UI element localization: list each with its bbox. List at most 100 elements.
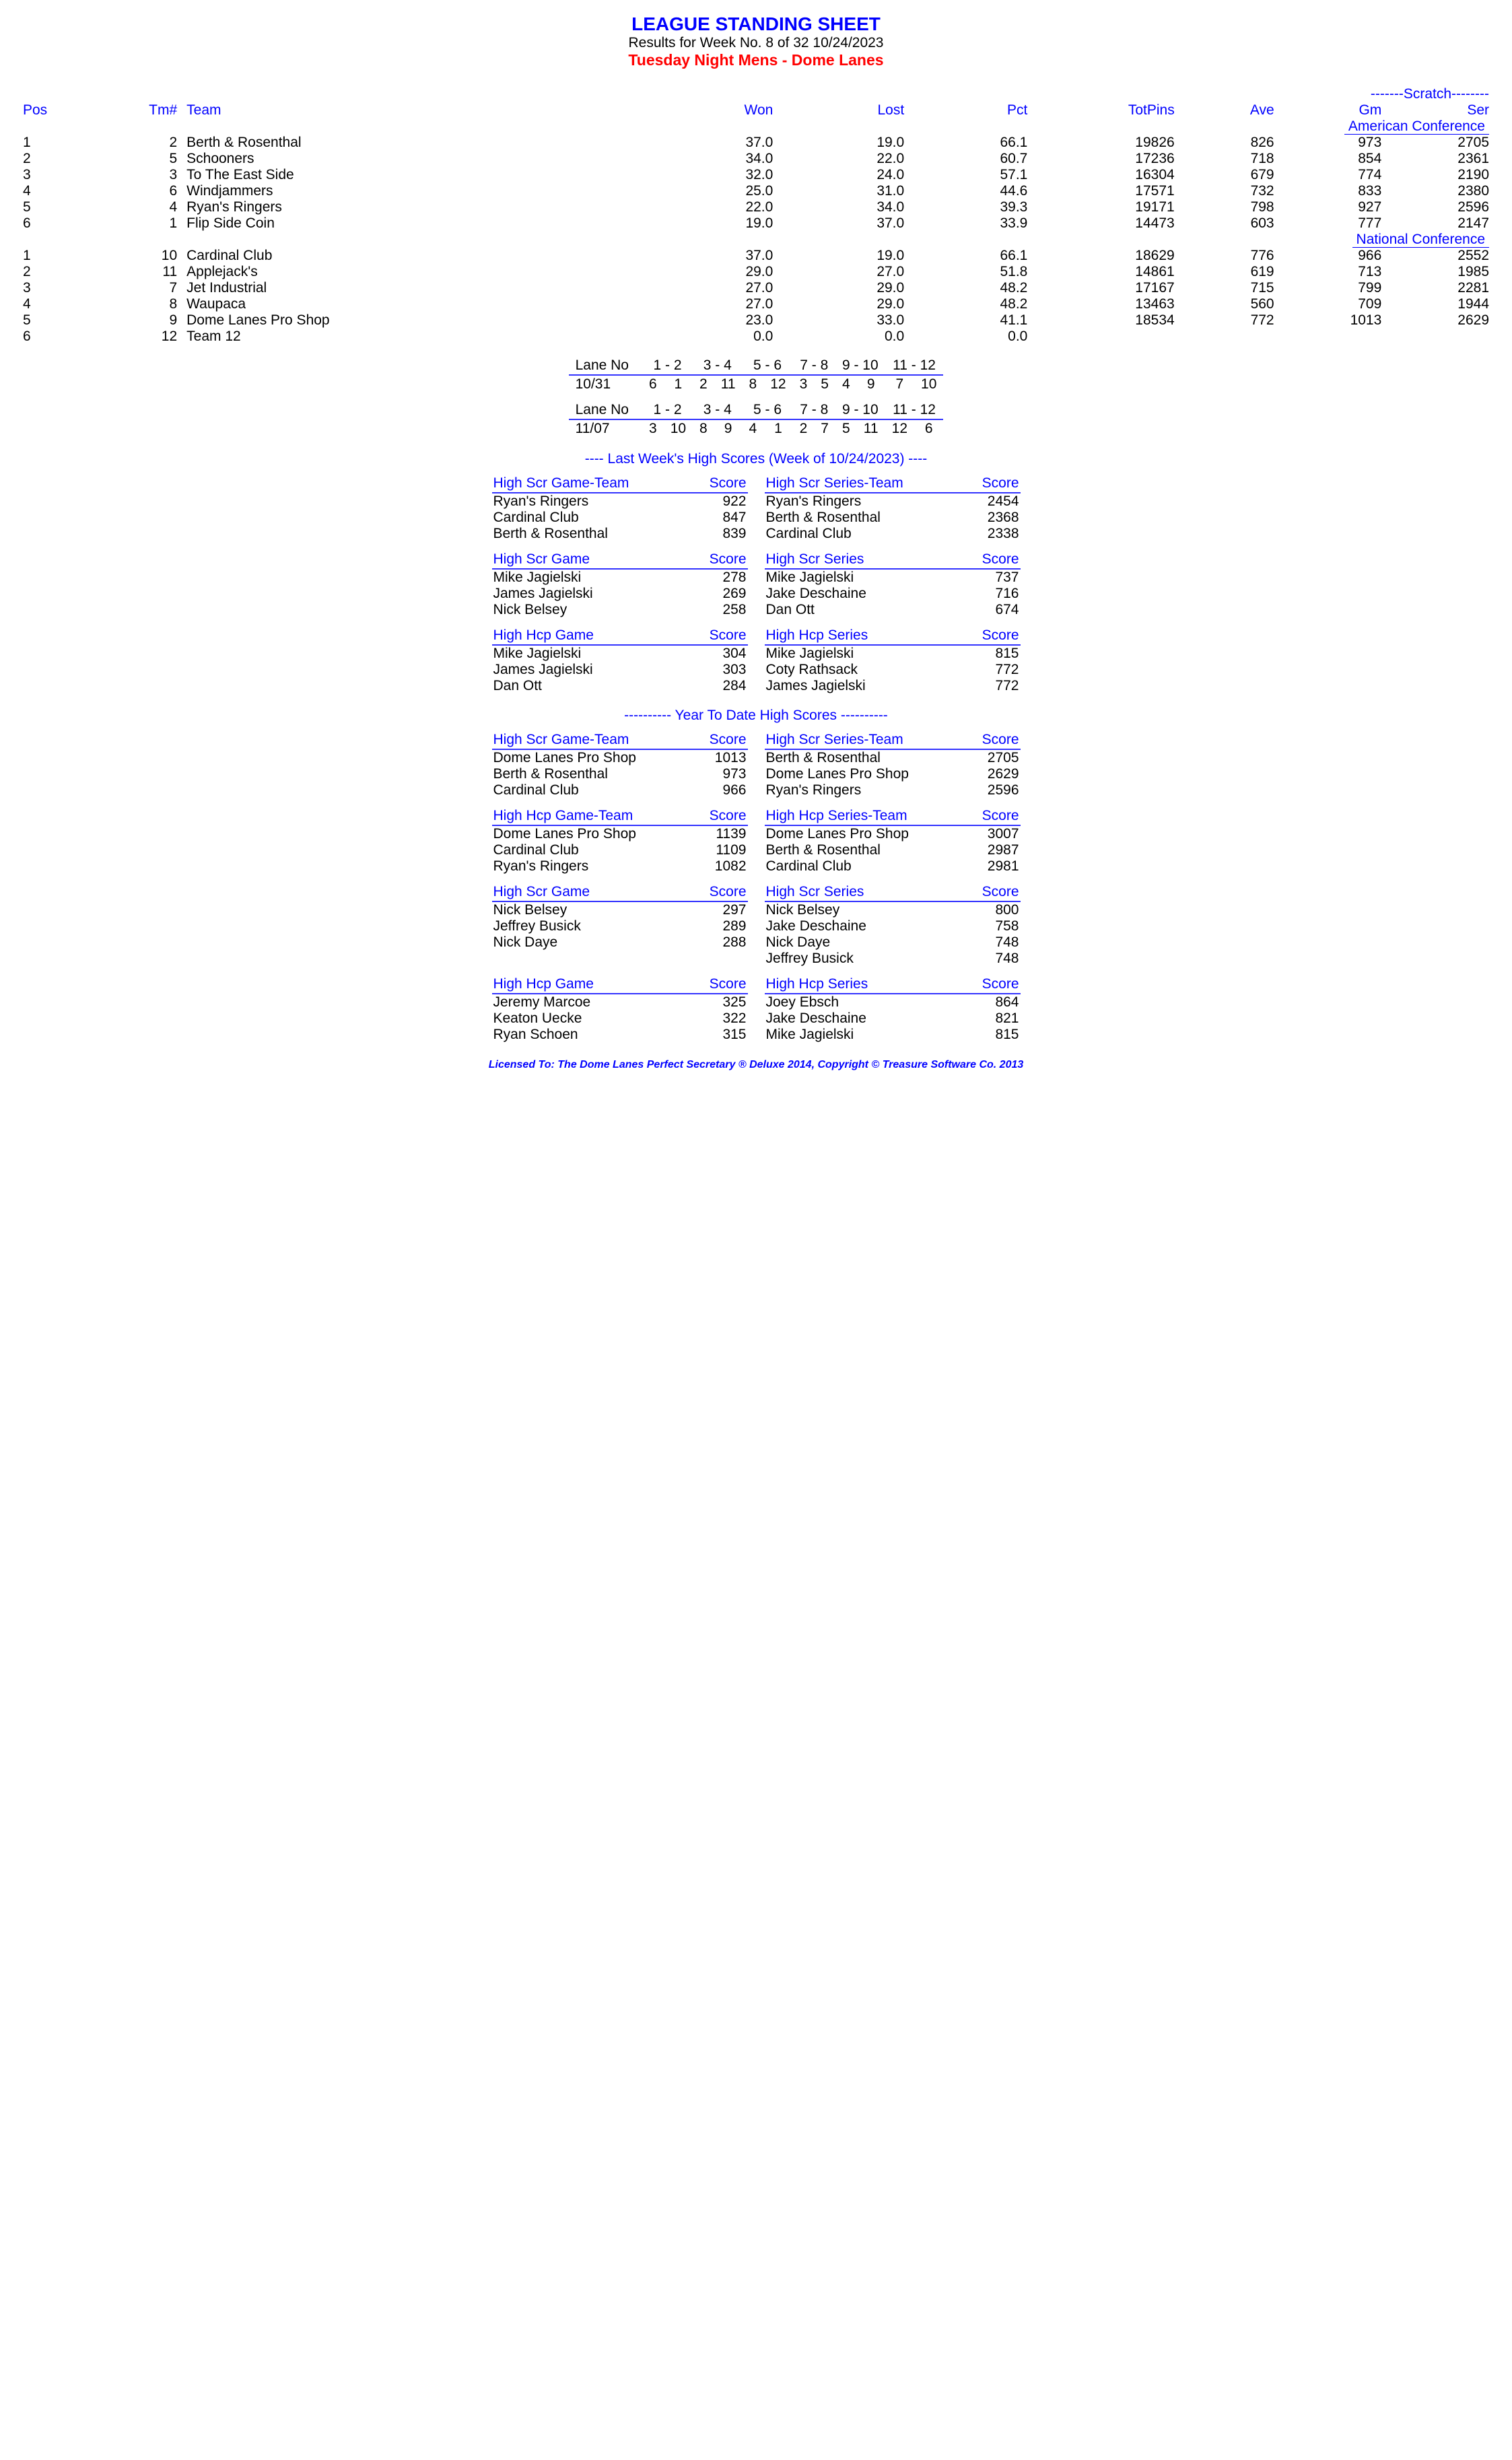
col-ser: Ser bbox=[1384, 102, 1492, 118]
footer-text: Licensed To: The Dome Lanes Perfect Secr… bbox=[20, 1059, 1492, 1071]
hs-score: 288 bbox=[675, 934, 747, 951]
col-gm: Gm bbox=[1277, 102, 1385, 118]
cell-ser: 2147 bbox=[1384, 215, 1492, 232]
cell-lost: 29.0 bbox=[776, 280, 907, 296]
hs-score: 815 bbox=[950, 645, 1020, 662]
hs-header: High Hcp Game bbox=[492, 627, 677, 645]
hs-name: Cardinal Club bbox=[492, 510, 691, 526]
hs-score-header: Score bbox=[949, 551, 1020, 569]
hs-name: Dome Lanes Pro Shop bbox=[492, 825, 693, 842]
cell-won: 37.0 bbox=[644, 135, 776, 151]
hs-row: Jeffrey Busick289 bbox=[492, 918, 748, 934]
lane-label: Lane No bbox=[569, 401, 642, 419]
hs-score: 322 bbox=[677, 1011, 747, 1027]
cell-pct: 44.6 bbox=[907, 183, 1030, 199]
hs-name: Mike Jagielski bbox=[765, 645, 951, 662]
cell-team: Jet Industrial bbox=[180, 280, 644, 296]
high-score-block: High Scr GameScoreNick Belsey297Jeffrey … bbox=[20, 884, 1492, 967]
lane-team: 6 bbox=[914, 419, 943, 438]
lane-pair: 1 - 2 bbox=[642, 401, 693, 419]
league-name: Tuesday Night Mens - Dome Lanes bbox=[20, 51, 1492, 69]
hs-score-header: Score bbox=[964, 475, 1021, 493]
cell-ser: 2596 bbox=[1384, 199, 1492, 215]
high-score-column: High Scr Series-TeamScoreBerth & Rosenth… bbox=[765, 732, 1021, 798]
standings-row: 59Dome Lanes Pro Shop23.033.041.11853477… bbox=[20, 312, 1492, 329]
lane-team: 5 bbox=[835, 419, 857, 438]
standings-row: 612Team 120.00.00.0 bbox=[20, 329, 1492, 345]
hs-score: 3007 bbox=[965, 825, 1020, 842]
hs-name: Mike Jagielski bbox=[492, 645, 677, 662]
standings-header-row: Pos Tm# Team Won Lost Pct TotPins Ave Gm… bbox=[20, 102, 1492, 118]
cell-tm: 3 bbox=[96, 167, 180, 183]
hs-row: Nick Daye748 bbox=[765, 934, 1021, 951]
lane-team: 2 bbox=[793, 419, 815, 438]
cell-ave: 826 bbox=[1177, 135, 1277, 151]
lane-pair: 7 - 8 bbox=[793, 401, 835, 419]
cell-pct: 48.2 bbox=[907, 296, 1030, 312]
cell-pos: 5 bbox=[20, 312, 96, 329]
schedule-lane-row: Lane No1 - 23 - 45 - 67 - 89 - 1011 - 12 bbox=[569, 401, 944, 419]
hs-row: Jake Deschaine758 bbox=[765, 918, 1021, 934]
cell-won: 27.0 bbox=[644, 280, 776, 296]
hs-row: Coty Rathsack772 bbox=[765, 662, 1021, 678]
hs-row: James Jagielski303 bbox=[492, 662, 748, 678]
col-tm: Tm# bbox=[96, 102, 180, 118]
hs-row: Berth & Rosenthal2987 bbox=[765, 842, 1021, 858]
hs-name: Jeremy Marcoe bbox=[492, 994, 677, 1011]
hs-name: Nick Belsey bbox=[492, 901, 675, 918]
high-score-column: High Hcp SeriesScoreJoey Ebsch864Jake De… bbox=[765, 976, 1021, 1043]
cell-tm: 7 bbox=[96, 280, 180, 296]
hs-name: Jeffrey Busick bbox=[492, 918, 675, 934]
cell-lost: 24.0 bbox=[776, 167, 907, 183]
high-score-column: High Hcp GameScoreJeremy Marcoe325Keaton… bbox=[492, 976, 748, 1043]
cell-gm: 833 bbox=[1277, 183, 1385, 199]
hs-name: Nick Daye bbox=[765, 934, 950, 951]
hs-row: James Jagielski269 bbox=[492, 586, 748, 602]
lane-pair: 7 - 8 bbox=[793, 357, 835, 375]
hs-name: Mike Jagielski bbox=[765, 569, 950, 586]
schedule-date: 10/31 bbox=[569, 375, 642, 393]
hs-row: Ryan's Ringers1082 bbox=[492, 858, 748, 875]
standings-row: 211Applejack's29.027.051.814861619713198… bbox=[20, 264, 1492, 280]
standings-table: -------Scratch-------- Pos Tm# Team Won … bbox=[20, 86, 1492, 345]
hs-score: 2987 bbox=[965, 842, 1020, 858]
lane-label: Lane No bbox=[569, 357, 642, 375]
cell-ave: 603 bbox=[1177, 215, 1277, 232]
hs-row: Dan Ott284 bbox=[492, 678, 748, 694]
cell-lost: 37.0 bbox=[776, 215, 907, 232]
hs-score: 325 bbox=[677, 994, 747, 1011]
hs-row: Joey Ebsch864 bbox=[765, 994, 1021, 1011]
cell-won: 19.0 bbox=[644, 215, 776, 232]
hs-score-header: Score bbox=[949, 884, 1020, 901]
hs-name: Nick Belsey bbox=[492, 602, 677, 618]
hs-name: Jake Deschaine bbox=[765, 918, 950, 934]
cell-team: Schooners bbox=[180, 151, 644, 167]
hs-header: High Scr Series bbox=[765, 884, 950, 901]
hs-score: 674 bbox=[949, 602, 1020, 618]
cell-pos: 2 bbox=[20, 151, 96, 167]
cell-gm: 1013 bbox=[1277, 312, 1385, 329]
cell-totpins: 19826 bbox=[1030, 135, 1177, 151]
cell-ser: 2380 bbox=[1384, 183, 1492, 199]
hs-score: 864 bbox=[950, 994, 1020, 1011]
cell-team: Dome Lanes Pro Shop bbox=[180, 312, 644, 329]
hs-score: 800 bbox=[949, 901, 1020, 918]
hs-name: Joey Ebsch bbox=[765, 994, 951, 1011]
hs-row: Ryan Schoen315 bbox=[492, 1027, 748, 1043]
standings-row: 61Flip Side Coin19.037.033.9144736037772… bbox=[20, 215, 1492, 232]
hs-row: Dome Lanes Pro Shop3007 bbox=[765, 825, 1021, 842]
lane-team: 1 bbox=[763, 419, 792, 438]
report-header: LEAGUE STANDING SHEET Results for Week N… bbox=[20, 13, 1492, 69]
scratch-header: -------Scratch-------- bbox=[1030, 86, 1492, 102]
hs-score: 258 bbox=[677, 602, 748, 618]
hs-score: 284 bbox=[677, 678, 747, 694]
hs-header: High Hcp Series bbox=[765, 976, 951, 994]
ytd-title: ---------- Year To Date High Scores ----… bbox=[20, 708, 1492, 724]
cell-pct: 48.2 bbox=[907, 280, 1030, 296]
cell-ser: 2705 bbox=[1384, 135, 1492, 151]
schedule-date: 11/07 bbox=[569, 419, 642, 438]
cell-ave: 798 bbox=[1177, 199, 1277, 215]
cell-totpins: 13463 bbox=[1030, 296, 1177, 312]
cell-pos: 4 bbox=[20, 183, 96, 199]
hs-row: Mike Jagielski737 bbox=[765, 569, 1021, 586]
